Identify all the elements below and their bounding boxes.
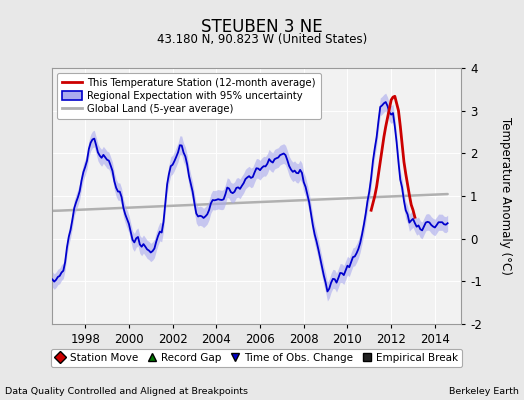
Text: Berkeley Earth: Berkeley Earth — [449, 387, 519, 396]
Legend: Station Move, Record Gap, Time of Obs. Change, Empirical Break: Station Move, Record Gap, Time of Obs. C… — [51, 349, 463, 367]
Text: 43.180 N, 90.823 W (United States): 43.180 N, 90.823 W (United States) — [157, 33, 367, 46]
Text: STEUBEN 3 NE: STEUBEN 3 NE — [201, 18, 323, 36]
Y-axis label: Temperature Anomaly (°C): Temperature Anomaly (°C) — [499, 117, 512, 275]
Text: Data Quality Controlled and Aligned at Breakpoints: Data Quality Controlled and Aligned at B… — [5, 387, 248, 396]
Legend: This Temperature Station (12-month average), Regional Expectation with 95% uncer: This Temperature Station (12-month avera… — [58, 73, 321, 119]
